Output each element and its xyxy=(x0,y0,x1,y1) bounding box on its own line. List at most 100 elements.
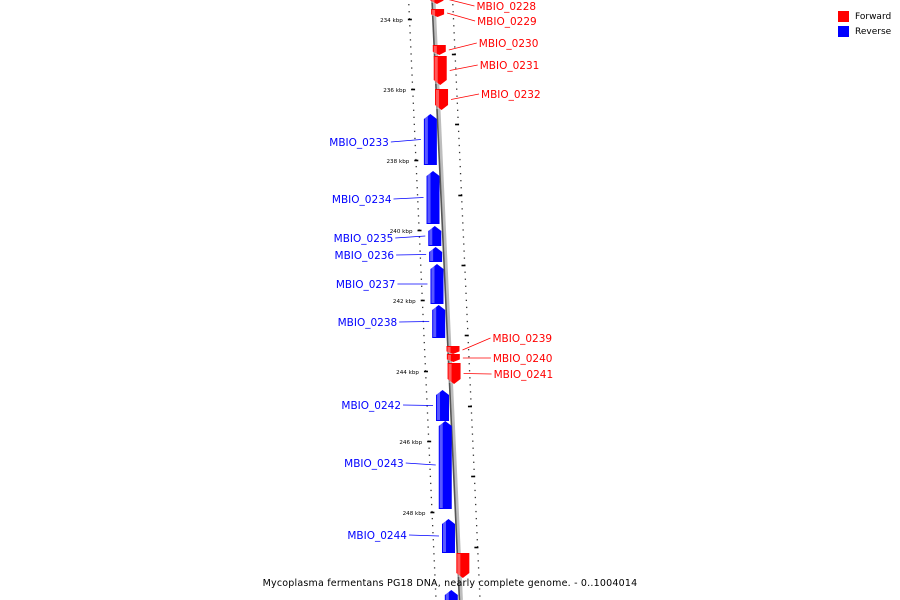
minor-tick xyxy=(452,11,454,13)
minor-tick xyxy=(476,539,478,541)
minor-tick xyxy=(465,292,467,294)
gene-mbio_0236: MBIO_0236 xyxy=(335,247,443,262)
minor-tick xyxy=(469,377,471,379)
minor-tick xyxy=(462,236,465,238)
minor-tick xyxy=(415,158,417,161)
minor-tick xyxy=(408,4,410,6)
gene-highlight xyxy=(442,520,446,552)
gene-highlight xyxy=(430,248,434,261)
gene-label: MBIO_0238 xyxy=(338,317,398,329)
minor-tick xyxy=(473,461,475,463)
minor-tick xyxy=(469,384,471,386)
minor-tick xyxy=(427,433,430,435)
gene-highlight xyxy=(429,227,433,245)
minor-tick xyxy=(468,356,470,358)
minor-tick xyxy=(461,215,464,217)
gene-mbio_0232: MBIO_0232 xyxy=(435,89,541,110)
minor-tick xyxy=(408,11,410,13)
minor-tick xyxy=(457,109,459,111)
gene-mbio_0238: MBIO_0238 xyxy=(338,305,446,338)
minor-tick xyxy=(457,116,459,118)
minor-tick xyxy=(431,503,433,506)
minor-tick xyxy=(429,461,431,463)
gene-leader xyxy=(446,12,476,22)
gene-highlight xyxy=(457,554,461,577)
gene-mbio_0228: MBIO_0228 xyxy=(430,0,536,13)
minor-tick xyxy=(452,4,454,6)
minor-tick xyxy=(471,419,473,421)
gene-label: MBIO_0231 xyxy=(480,60,540,72)
minor-tick xyxy=(423,341,425,344)
gene-label: MBIO_0239 xyxy=(492,333,552,345)
minor-tick xyxy=(464,271,466,273)
minor-tick xyxy=(422,327,425,330)
minor-tick xyxy=(434,581,436,583)
gene-leader xyxy=(403,404,434,406)
gene-arrow xyxy=(423,114,437,165)
gene-highlight xyxy=(437,391,441,420)
minor-tick xyxy=(435,595,437,597)
minor-tick xyxy=(410,46,412,48)
minor-tick xyxy=(475,510,477,513)
minor-tick xyxy=(469,391,472,393)
minor-tick xyxy=(419,250,421,252)
minor-tick xyxy=(455,74,457,76)
minor-tick xyxy=(410,60,413,62)
minor-tick xyxy=(459,158,461,161)
minor-tick xyxy=(410,53,412,55)
minor-tick xyxy=(433,553,435,555)
minor-tick xyxy=(424,363,426,365)
minor-tick xyxy=(464,278,467,280)
gene-arrow xyxy=(444,590,458,600)
minor-tick xyxy=(427,426,429,428)
minor-tick xyxy=(453,32,455,34)
minor-tick xyxy=(413,123,415,126)
minor-tick xyxy=(467,341,469,344)
minor-tick xyxy=(409,39,412,41)
minor-tick xyxy=(462,229,464,231)
minor-tick xyxy=(474,489,476,492)
minor-tick xyxy=(472,447,474,449)
gene-mbio_0242: MBIO_0242 xyxy=(341,390,450,421)
minor-tick xyxy=(426,405,428,407)
minor-tick xyxy=(425,377,427,379)
minor-tick xyxy=(476,532,478,534)
minor-tick xyxy=(474,496,477,499)
minor-tick xyxy=(425,384,427,386)
minor-tick xyxy=(459,173,462,175)
gene-arrow xyxy=(430,264,444,304)
gene-label: MBIO_0242 xyxy=(341,400,401,412)
minor-tick xyxy=(458,144,460,147)
minor-tick xyxy=(454,46,456,48)
minor-tick xyxy=(431,517,433,520)
gene-mbio_0240: MBIO_0240 xyxy=(446,353,552,365)
minor-tick xyxy=(478,588,481,590)
minor-tick xyxy=(415,165,417,168)
scale-label: 240 kbp xyxy=(390,229,413,235)
minor-tick xyxy=(458,137,460,140)
minor-tick xyxy=(430,496,433,499)
gene-mbio_0231: MBIO_0231 xyxy=(433,56,540,85)
minor-tick xyxy=(432,546,435,548)
legend: Forward Reverse xyxy=(838,9,891,39)
gene-unlabeled xyxy=(456,553,470,578)
gene-label: MBIO_0235 xyxy=(334,233,394,245)
gene-arrow xyxy=(433,56,447,85)
gene-highlight xyxy=(433,46,437,54)
minor-tick xyxy=(475,525,478,527)
minor-tick xyxy=(465,299,467,302)
gene-arrow xyxy=(432,45,446,55)
gene-arrow xyxy=(456,553,470,578)
gene-arrow xyxy=(441,519,455,553)
gene-label: MBIO_0232 xyxy=(481,89,541,101)
minor-tick xyxy=(461,201,463,203)
gene-label: MBIO_0243 xyxy=(344,458,404,470)
minor-tick xyxy=(433,560,435,562)
gene-highlight xyxy=(427,172,431,223)
minor-tick xyxy=(416,194,419,196)
gene-highlight xyxy=(424,115,428,164)
minor-tick xyxy=(414,144,416,147)
minor-tick xyxy=(429,475,432,478)
scale-label: 244 kbp xyxy=(396,370,419,376)
gene-arrow xyxy=(428,226,442,246)
